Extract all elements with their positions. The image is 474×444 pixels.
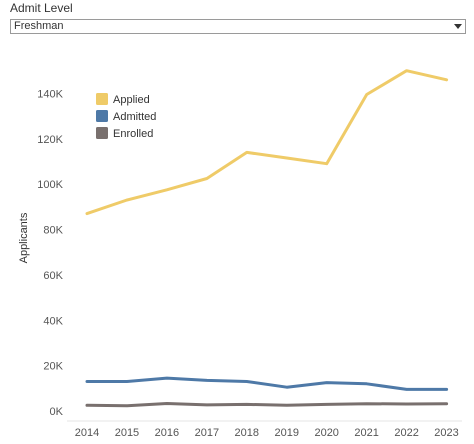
series-lines <box>85 69 449 408</box>
y-tick-label: 100K <box>37 179 63 191</box>
filter-label: Admit Level <box>10 1 73 15</box>
x-tick-label: 2020 <box>314 427 338 439</box>
legend-swatch <box>96 110 108 122</box>
x-tick-label: 2021 <box>354 427 378 439</box>
x-tick-label: 2016 <box>155 427 179 439</box>
admit-level-dropdown[interactable]: Freshman <box>10 19 466 34</box>
chevron-down-icon[interactable] <box>454 24 462 29</box>
y-tick-labels: 0K 20K 40K 60K 80K 100K 120K 140K <box>37 88 63 418</box>
x-tick-label: 2022 <box>394 427 418 439</box>
x-tick-label: 2017 <box>195 427 219 439</box>
y-tick-label: 20K <box>43 361 63 373</box>
legend: Applied Admitted Enrolled <box>96 93 156 140</box>
x-tick-label: 2018 <box>235 427 259 439</box>
x-tick-label: 2023 <box>434 427 458 439</box>
legend-label: Enrolled <box>113 128 153 140</box>
x-tick-label: 2014 <box>75 427 99 439</box>
x-tick-label: 2015 <box>115 427 139 439</box>
x-tick-label: 2019 <box>275 427 299 439</box>
legend-label: Admitted <box>113 111 156 123</box>
series-line-admitted <box>85 376 449 391</box>
x-tick-labels: 2014 2015 2016 2017 2018 2019 2020 2021 2022 2023 <box>75 427 459 439</box>
y-tick-label: 60K <box>43 270 63 282</box>
series-line-enrolled <box>85 402 449 408</box>
y-tick-label: 140K <box>37 88 63 100</box>
y-tick-label: 120K <box>37 134 63 146</box>
y-tick-label: 40K <box>43 315 63 327</box>
y-tick-label: 0K <box>50 406 64 418</box>
dropdown-value: Freshman <box>14 20 64 32</box>
legend-swatch <box>96 127 108 139</box>
y-tick-label: 80K <box>43 225 63 237</box>
legend-swatch <box>96 93 108 105</box>
y-axis-title: Applicants <box>18 212 30 263</box>
legend-label: Applied <box>113 94 150 106</box>
series-line-applied <box>85 69 449 216</box>
